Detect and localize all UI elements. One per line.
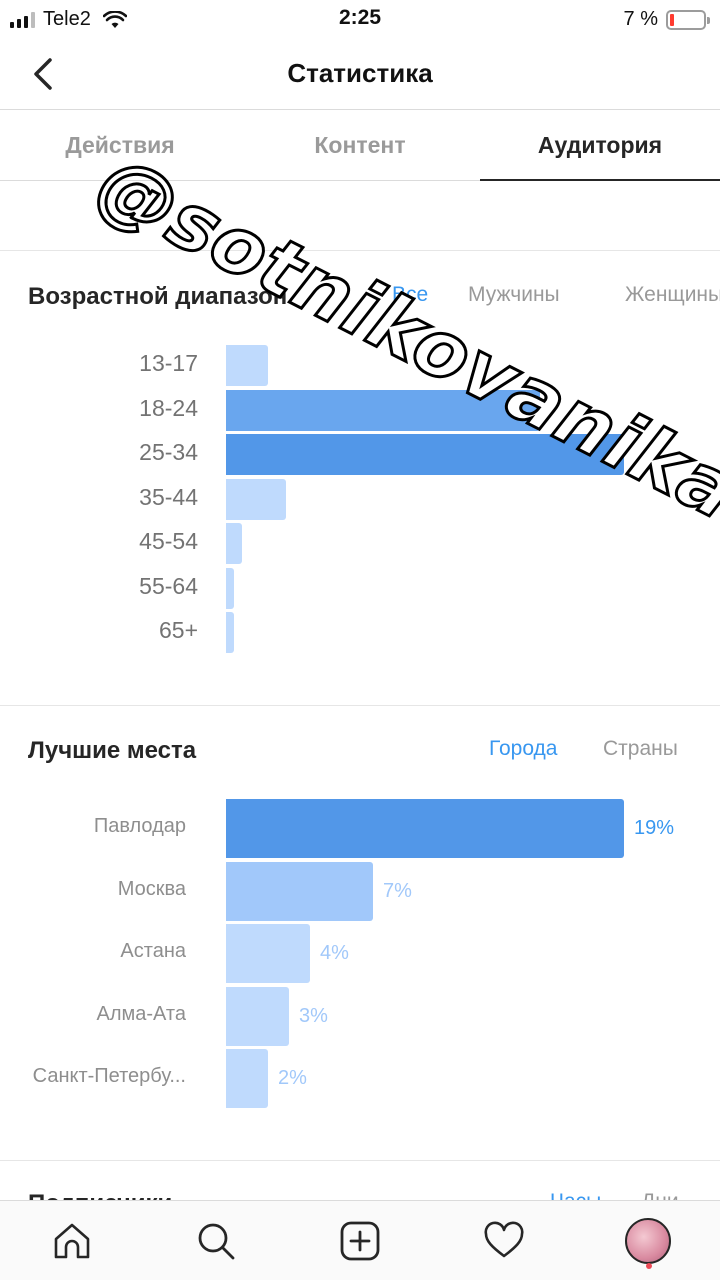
- age-label: 65+: [158, 617, 198, 643]
- heart-icon: [484, 1220, 524, 1257]
- place-percent-label: 19%: [634, 817, 675, 839]
- tab-actions[interactable]: Действия: [65, 132, 175, 158]
- place-label: Москва: [117, 877, 186, 900]
- place-bar: [226, 1049, 268, 1108]
- filter-cities[interactable]: Города: [489, 737, 558, 760]
- status-right: 7 %: [623, 8, 710, 31]
- home-icon: [54, 1223, 90, 1258]
- signal-icon: [10, 11, 35, 28]
- place-percent-label: 7%: [383, 879, 412, 902]
- place-bar: [226, 861, 373, 921]
- nav-add-post[interactable]: [332, 1213, 388, 1269]
- place-percent-label: 2%: [278, 1067, 307, 1089]
- age-label: 55-64: [139, 572, 198, 599]
- battery-fill: [670, 13, 674, 26]
- nav-search[interactable]: [188, 1213, 244, 1269]
- notification-dot: [646, 1262, 652, 1269]
- place-percent-label: 4%: [320, 942, 349, 964]
- place-label: Павлодар: [93, 815, 186, 837]
- age-label: 25-34: [139, 439, 198, 465]
- battery-icon: [666, 9, 710, 30]
- battery-percent: 7 %: [623, 8, 658, 30]
- age-label: 45-54: [139, 528, 198, 554]
- nav-profile[interactable]: [620, 1213, 676, 1269]
- age-bar: [226, 389, 540, 431]
- section-divider: [0, 250, 720, 251]
- status-left: Tele2: [10, 8, 127, 31]
- age-label: 13-17: [139, 350, 198, 376]
- search-icon: [198, 1223, 235, 1259]
- age-section-title: Возрастной диапазон: [28, 283, 288, 310]
- age-label: 35-44: [139, 483, 198, 510]
- nav-activity[interactable]: [476, 1213, 532, 1269]
- age-bar: [226, 478, 286, 520]
- chevron-left-icon: [34, 58, 52, 90]
- back-button[interactable]: [26, 54, 66, 94]
- place-bar: [226, 924, 310, 983]
- filter-women[interactable]: Женщины: [625, 283, 720, 306]
- filter-countries[interactable]: Страны: [603, 737, 678, 760]
- age-bar: [226, 434, 624, 475]
- place-bar: [226, 986, 289, 1046]
- filter-men[interactable]: Мужчины: [468, 283, 560, 306]
- tab-bar: Действия Контент Аудитория: [0, 111, 720, 181]
- age-bar: [226, 567, 234, 609]
- nav-bar: Статистика: [0, 38, 720, 110]
- status-time: 2:25: [338, 6, 382, 29]
- age-label: 18-24: [139, 394, 198, 421]
- page-title: Статистика: [287, 58, 433, 88]
- bottom-nav: [0, 1200, 720, 1280]
- place-percent-label: 3%: [299, 1004, 328, 1027]
- filter-all[interactable]: Все: [392, 283, 429, 306]
- nav-home[interactable]: [44, 1213, 100, 1269]
- places-section-title: Лучшие места: [28, 737, 197, 764]
- section-divider: [0, 1160, 720, 1161]
- add-post-icon: [340, 1221, 380, 1260]
- place-label: Алма-Ата: [96, 1002, 186, 1025]
- tab-content[interactable]: Контент: [314, 132, 406, 158]
- place-bar: [226, 799, 624, 858]
- age-bar: [226, 612, 234, 653]
- status-bar: Tele2 2:25 7 %: [0, 0, 720, 38]
- wifi-icon: [102, 10, 127, 28]
- place-label: Санкт-Петербу...: [32, 1065, 186, 1087]
- place-label: Астана: [120, 940, 186, 962]
- age-bar: [226, 523, 242, 564]
- carrier-name: Tele2: [43, 8, 91, 30]
- avatar: [625, 1217, 671, 1264]
- tab-audience[interactable]: Аудитория: [480, 111, 720, 181]
- section-divider: [0, 705, 720, 706]
- age-bar: [226, 345, 268, 386]
